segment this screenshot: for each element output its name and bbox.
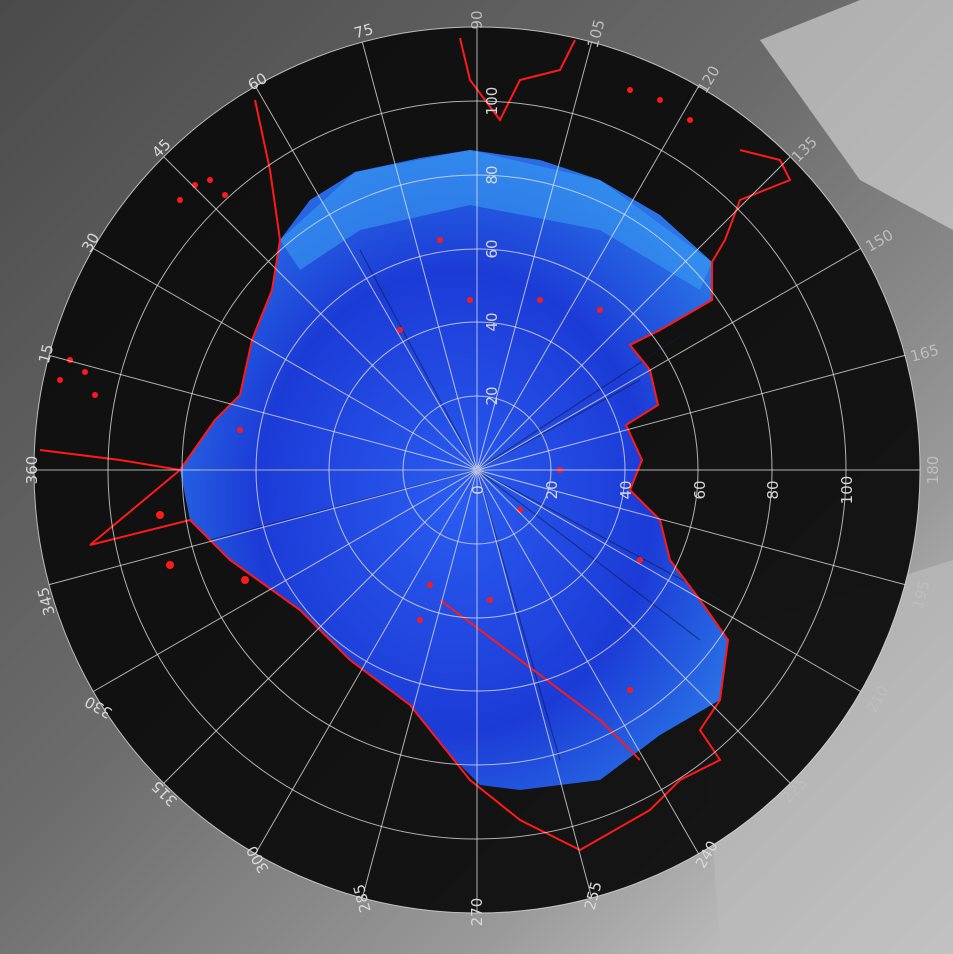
azimuth-label-270: 270: [468, 898, 486, 927]
azimuth-label-360: 360: [23, 456, 41, 485]
boundary-lines: [39, 37, 792, 852]
range-label-80-up: 80: [483, 165, 501, 184]
range-labels-up: 20 40 60 80 100: [483, 87, 501, 406]
range-label-100-up: 100: [483, 87, 501, 116]
azimuth-label-15: 15: [35, 342, 57, 365]
range-label-60-up: 60: [483, 239, 501, 258]
range-label-60-right: 60: [691, 480, 709, 499]
coverage-light-band: [280, 150, 712, 290]
range-label-20-up: 20: [483, 386, 501, 405]
terrain-snow-ridge: [760, 0, 953, 230]
azimuth-label-75: 75: [352, 20, 375, 42]
range-label-100-right: 100: [838, 476, 856, 505]
range-labels-right: 0 20 40 60 80 100: [469, 476, 856, 505]
range-label-0: 0: [469, 485, 487, 495]
azimuth-spokes: [34, 27, 920, 913]
azimuth-spoke: [48, 354, 906, 586]
range-label-40-up: 40: [483, 312, 501, 331]
azimuth-label-180: 180: [924, 456, 942, 485]
range-label-40-right: 40: [617, 480, 635, 499]
range-label-20-right: 20: [543, 480, 561, 499]
range-label-80-right: 80: [764, 480, 782, 499]
azimuth-label-90: 90: [468, 10, 486, 29]
